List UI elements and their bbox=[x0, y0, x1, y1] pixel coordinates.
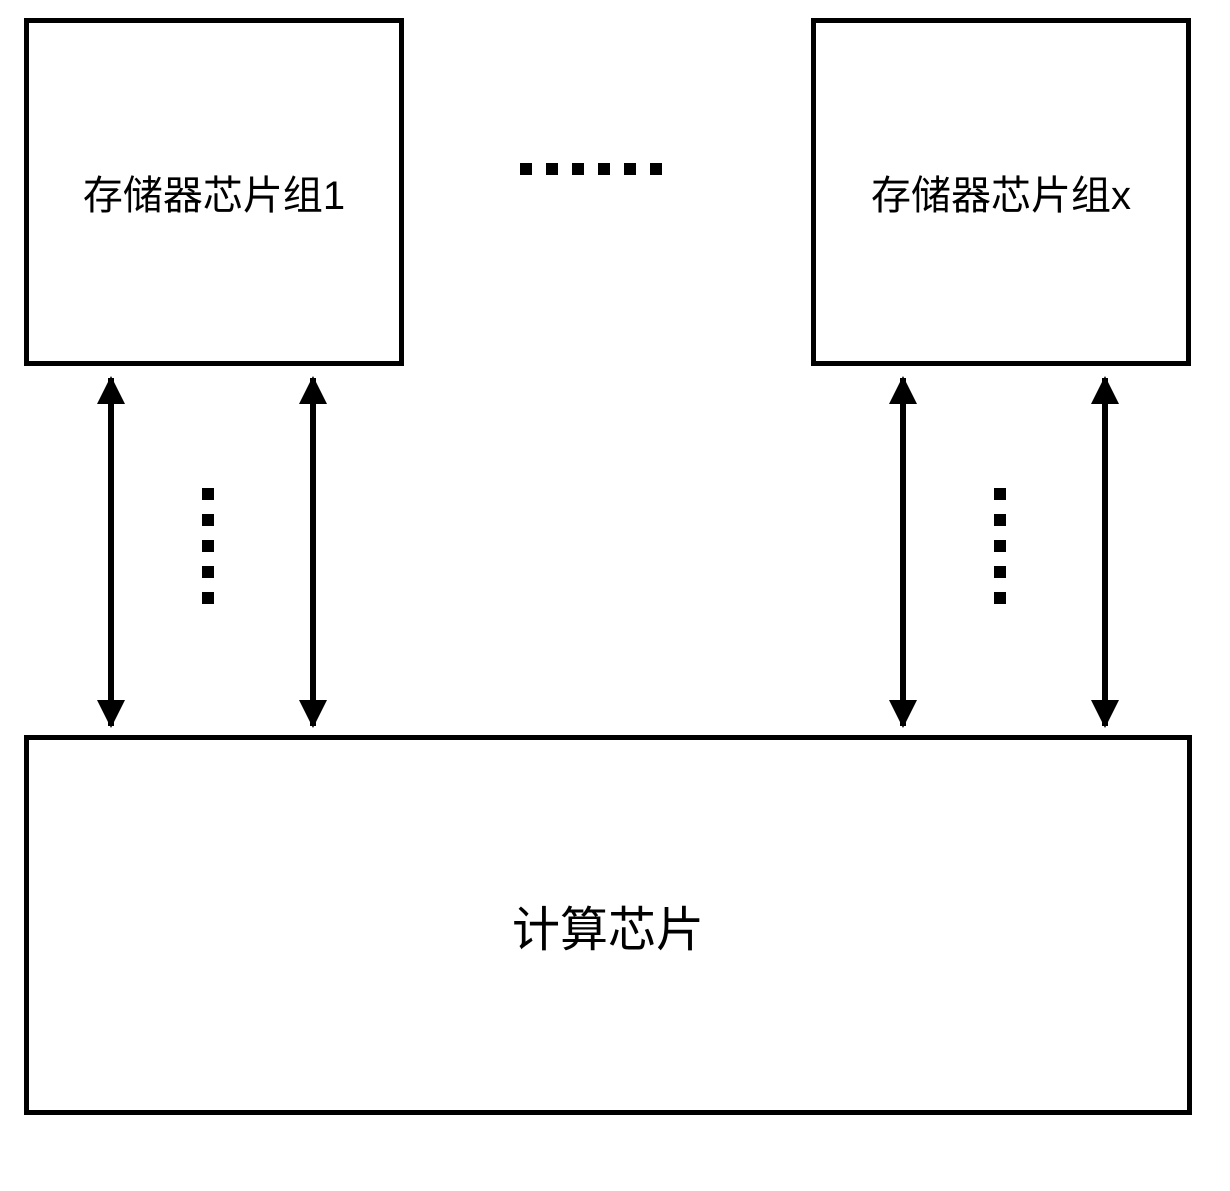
ellipsis-dot bbox=[572, 163, 584, 175]
memory-chipset-x-box: 存储器芯片组x bbox=[811, 18, 1191, 366]
arrow-ellipsis-2 bbox=[994, 488, 1006, 604]
block-diagram: 存储器芯片组1 存储器芯片组x 计算芯片 bbox=[0, 0, 1230, 1191]
memory-chipset-1-label: 存储器芯片组1 bbox=[83, 163, 345, 221]
ellipsis-dot bbox=[546, 163, 558, 175]
ellipsis-dot bbox=[994, 592, 1006, 604]
arrow-mem1-right bbox=[310, 378, 316, 726]
compute-chip-box: 计算芯片 bbox=[24, 735, 1192, 1115]
ellipsis-dot bbox=[598, 163, 610, 175]
ellipsis-dot bbox=[202, 540, 214, 552]
arrow-ellipsis-1 bbox=[202, 488, 214, 604]
ellipsis-dot bbox=[520, 163, 532, 175]
memory-chipset-1-box: 存储器芯片组1 bbox=[24, 18, 404, 366]
arrow-memx-right bbox=[1102, 378, 1108, 726]
ellipsis-dot bbox=[202, 488, 214, 500]
ellipsis-dot bbox=[202, 566, 214, 578]
ellipsis-dot bbox=[202, 514, 214, 526]
top-ellipsis bbox=[520, 163, 662, 175]
ellipsis-dot bbox=[624, 163, 636, 175]
ellipsis-dot bbox=[994, 514, 1006, 526]
memory-chipset-x-label: 存储器芯片组x bbox=[871, 163, 1131, 221]
compute-chip-label: 计算芯片 bbox=[512, 890, 704, 960]
arrow-memx-left bbox=[900, 378, 906, 726]
ellipsis-dot bbox=[994, 566, 1006, 578]
ellipsis-dot bbox=[650, 163, 662, 175]
arrow-mem1-left bbox=[108, 378, 114, 726]
ellipsis-dot bbox=[994, 540, 1006, 552]
ellipsis-dot bbox=[994, 488, 1006, 500]
ellipsis-dot bbox=[202, 592, 214, 604]
